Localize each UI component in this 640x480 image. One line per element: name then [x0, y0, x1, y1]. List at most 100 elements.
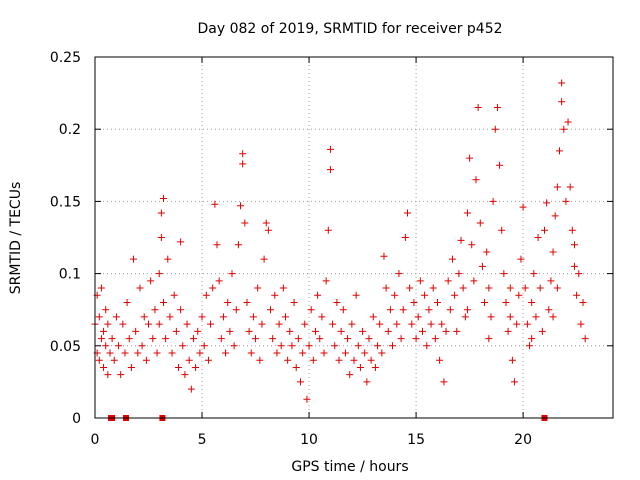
data-point [553, 284, 561, 292]
data-point [558, 79, 566, 87]
data-point [440, 378, 448, 386]
data-point [359, 327, 367, 335]
data-point [264, 226, 272, 234]
data-point [170, 291, 178, 299]
data-point [155, 320, 163, 328]
data-point [436, 356, 444, 364]
data-point [234, 241, 242, 249]
data-point [249, 313, 257, 321]
data-point [189, 335, 197, 343]
data-point [427, 320, 435, 328]
data-point [314, 291, 322, 299]
data-point [448, 255, 456, 263]
data-point [301, 320, 309, 328]
data-point [337, 327, 345, 335]
data-point [399, 306, 407, 314]
data-point [553, 183, 561, 191]
data-point [292, 363, 300, 371]
data-point [416, 277, 424, 285]
data-point [429, 284, 437, 292]
data-point [179, 342, 187, 350]
data-point [320, 349, 328, 357]
data-point [393, 320, 401, 328]
x-axis-label: GPS time / hours [291, 459, 408, 475]
data-point [309, 356, 317, 364]
data-point [491, 125, 499, 133]
data-point [95, 313, 103, 321]
data-point [164, 255, 172, 263]
data-point [502, 298, 510, 306]
data-point [412, 335, 420, 343]
data-point [230, 342, 238, 350]
data-point [145, 320, 153, 328]
data-points [91, 79, 589, 403]
data-point [487, 313, 495, 321]
data-point [521, 284, 529, 292]
data-point [273, 349, 281, 357]
data-point [455, 270, 463, 278]
data-point [136, 284, 144, 292]
data-point [217, 335, 225, 343]
y-tick-label: 0 [72, 411, 81, 427]
data-point [149, 335, 157, 343]
data-point [181, 371, 189, 379]
data-point [549, 313, 557, 321]
data-point [183, 320, 191, 328]
data-point [232, 306, 240, 314]
data-point [329, 320, 337, 328]
data-point [581, 335, 589, 343]
grid-lines [95, 57, 613, 418]
data-point [575, 270, 583, 278]
data-point [303, 395, 311, 403]
data-point [356, 363, 364, 371]
data-point [174, 363, 182, 371]
data-point [523, 320, 531, 328]
y-tick-label: 0.15 [50, 194, 81, 210]
y-tick-label: 0.25 [50, 50, 81, 66]
data-point [207, 320, 215, 328]
data-point [209, 284, 217, 292]
data-point [296, 378, 304, 386]
data-point [157, 234, 165, 241]
data-point [472, 176, 480, 184]
data-point [528, 335, 536, 343]
data-point [551, 212, 559, 220]
data-point [245, 327, 253, 335]
data-point [192, 363, 200, 371]
data-point [453, 327, 461, 335]
data-point [526, 342, 534, 350]
data-point [200, 342, 208, 350]
data-point [397, 335, 405, 343]
data-point [446, 306, 454, 314]
data-point [213, 241, 221, 249]
data-point [530, 270, 538, 278]
data-point [528, 298, 536, 306]
data-point [104, 371, 112, 379]
data-point [517, 255, 525, 263]
data-point [125, 335, 133, 343]
data-point [478, 262, 486, 270]
data-point [560, 125, 568, 133]
data-point [461, 313, 469, 321]
data-point [344, 335, 352, 343]
y-tick-label: 0.05 [50, 339, 81, 355]
data-point [369, 313, 377, 321]
data-point [219, 313, 227, 321]
data-point [350, 356, 358, 364]
data-point [406, 284, 414, 292]
data-point [224, 298, 232, 306]
data-point [290, 298, 298, 306]
data-point [177, 238, 185, 246]
data-point [198, 313, 206, 321]
y-axis-label: SRMTID / TECUs [8, 182, 24, 295]
data-point [185, 356, 193, 364]
data-point [100, 363, 108, 371]
data-point [110, 356, 118, 364]
data-point [463, 209, 471, 217]
data-point [102, 306, 110, 314]
data-point [506, 313, 514, 321]
data-point [123, 298, 131, 306]
data-point [414, 313, 422, 321]
x-tick-label: 5 [198, 432, 207, 448]
